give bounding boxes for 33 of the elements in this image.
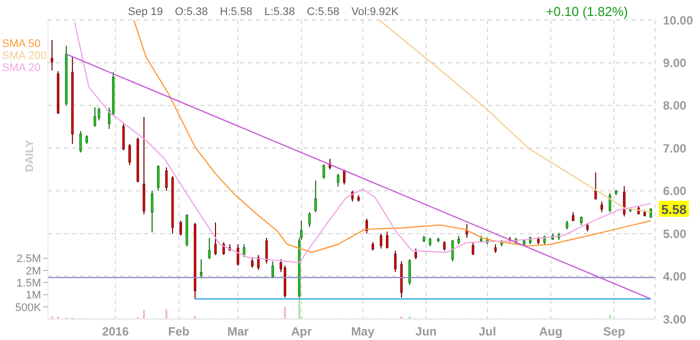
text: SMA 20 <box>2 62 42 74</box>
y2-tick-label: 2.5M <box>16 253 41 266</box>
y-tick-label: 6.00 <box>663 184 687 198</box>
x-tick-label: Aug <box>539 324 562 339</box>
x-tick-label: May <box>351 324 375 339</box>
text: O:5.38 <box>174 6 208 18</box>
y-tick-label: 4.00 <box>663 270 687 284</box>
text: SMA 50 <box>2 38 42 50</box>
text: +0.10 (1.82%) <box>546 4 628 19</box>
x-tick-label: Sep <box>603 324 626 339</box>
y2-tick-label: 500K <box>15 302 42 314</box>
y-tick-label: 9.00 <box>663 56 687 70</box>
x-tick-label: Feb <box>168 324 190 339</box>
y-tick-label: 8.00 <box>663 98 687 113</box>
x-tick-label: 2016 <box>102 324 130 339</box>
text: L:5.38 <box>264 6 295 18</box>
y-tick-label: 10.00 <box>663 13 694 28</box>
text: SMA 200 <box>2 50 47 62</box>
y2-tick-label: 1.5M <box>16 277 41 290</box>
annotation: 5.58 <box>661 202 687 217</box>
y2-tick-label: 1M <box>26 290 41 302</box>
text: H:5.58 <box>220 6 252 18</box>
text: Sep 19 <box>128 6 163 18</box>
text: C:5.58 <box>306 6 340 18</box>
y2-tick-label: 2M <box>26 265 41 278</box>
y-tick-label: 5.00 <box>663 226 687 241</box>
text: Vol:9.92K <box>351 6 398 18</box>
y-tick-label: 3.00 <box>663 312 687 326</box>
y-tick-label: 7.00 <box>663 141 687 156</box>
x-tick-label: Jul <box>478 324 496 339</box>
x-tick-label: Apr <box>291 324 312 339</box>
x-tick-label: Jun <box>415 324 437 339</box>
x-tick-label: Mar <box>227 324 250 339</box>
